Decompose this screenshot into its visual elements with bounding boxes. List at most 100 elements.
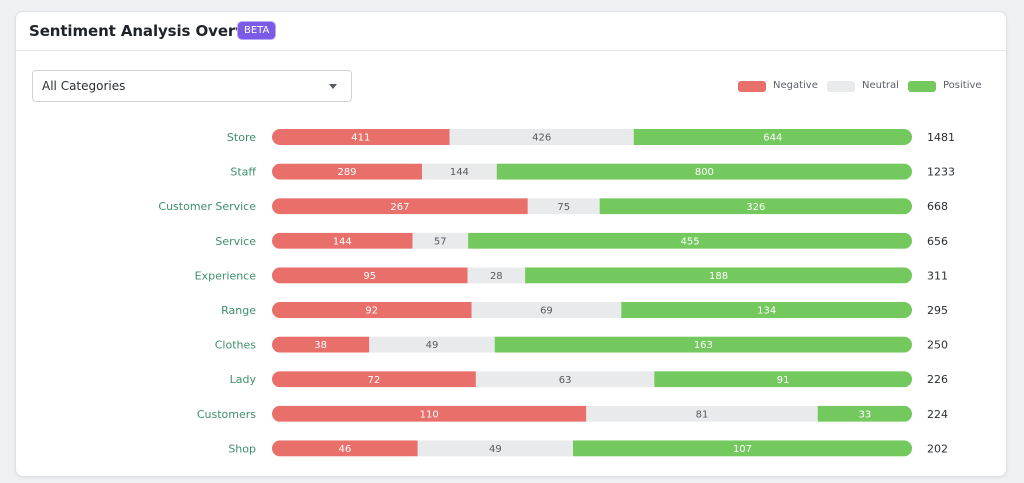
row-total-label: 1481 [927,131,955,144]
chart-row-staff: Staff 289 144 800 1233 [230,163,955,180]
legend-swatch-neutral [827,81,855,92]
data-label-positive: 326 [746,202,765,213]
caret-down-icon [329,84,337,89]
row-total-label: 295 [927,304,948,317]
category-label: Customer Service [158,200,256,213]
bar-segment-positive [525,267,912,284]
data-label-negative: 92 [365,306,378,317]
beta-badge: BETA [238,22,276,39]
chart-row-shop: Shop 46 49 107 202 [228,440,948,457]
data-label-negative: 411 [351,133,370,144]
bar-segment-negative [272,129,450,145]
category-label: Service [215,235,256,248]
data-label-positive: 107 [733,444,752,455]
legend-label-neutral: Neutral [862,80,899,91]
chart-row-customers: Customers 110 81 33 224 [197,405,948,422]
data-label-positive: 134 [757,306,776,317]
chart-row-customer-service: Customer Service 267 75 326 668 [158,198,948,215]
sentiment-stacked-bar-chart: Store 411 426 644 1481 Staff 289 144 800 1233 Cust… [158,129,955,457]
row-total-label: 656 [927,235,948,248]
data-label-neutral: 69 [540,306,553,317]
bar-segment-neutral [467,267,526,284]
bar-segment-neutral [422,163,497,180]
data-label-neutral: 81 [696,409,709,420]
data-label-neutral: 75 [557,202,570,213]
category-label: Experience [195,269,257,282]
bar-segment-neutral [471,302,622,318]
data-label-positive: 800 [695,167,714,178]
bar-segment-negative [272,232,413,249]
data-label-positive: 455 [681,236,700,247]
bar-segment-positive [599,198,912,215]
bar-segment-negative [272,440,418,457]
row-total-label: 668 [927,200,948,213]
data-label-negative: 46 [339,444,352,455]
data-label-positive: 188 [709,271,728,282]
data-label-negative: 110 [420,409,439,420]
bar-segment-negative [272,302,472,318]
bar-segment-negative [272,336,370,353]
bar-segment-negative [272,267,468,284]
category-dropdown[interactable]: All Categories [32,70,352,102]
bar-segment-positive [817,405,912,422]
category-label: Staff [230,166,256,179]
data-label-negative: 95 [363,271,376,282]
bar-segment-neutral [369,336,495,353]
data-label-neutral: 63 [559,375,572,386]
row-total-label: 250 [927,339,948,352]
chart-row-service: Service 144 57 455 656 [215,232,948,249]
chart-row-clothes: Clothes 38 49 163 250 [215,336,948,353]
data-label-positive: 33 [858,409,871,420]
row-total-label: 311 [927,269,948,282]
row-total-label: 226 [927,373,948,386]
category-label: Shop [228,442,256,455]
row-total-label: 1233 [927,166,955,179]
row-total-label: 202 [927,442,948,455]
bar-segment-positive [633,129,912,145]
chart-row-store: Store 411 426 644 1481 [227,129,955,145]
data-label-neutral: 49 [489,444,502,455]
data-label-neutral: 144 [450,167,469,178]
data-label-positive: 163 [694,340,713,351]
bar-segment-neutral [449,129,634,145]
category-label: Range [221,304,256,317]
legend-label-negative: Negative [773,80,818,91]
bar-segment-positive [572,440,912,457]
card-header: Sentiment Analysis Overview BETA [16,12,1006,51]
data-label-positive: 644 [763,133,782,144]
bar-segment-neutral [412,232,469,249]
category-label: Clothes [215,339,257,352]
data-label-neutral: 28 [490,271,503,282]
legend-swatch-negative [738,81,766,92]
data-label-neutral: 49 [426,340,439,351]
data-label-negative: 72 [368,375,381,386]
legend-label-positive: Positive [943,80,982,91]
chart-row-lady: Lady 72 63 91 226 [230,371,948,388]
bar-segment-negative [272,371,476,388]
chart-row-range: Range 92 69 134 295 [221,302,948,318]
bar-segment-neutral [527,198,600,215]
bar-segment-positive [654,371,912,388]
chart-legend: Negative Neutral Positive [738,79,998,93]
category-dropdown-value: All Categories [42,79,126,93]
data-label-neutral: 426 [532,133,551,144]
bar-segment-neutral [417,440,573,457]
sentiment-card: Sentiment Analysis Overview BETA All Cat… [15,11,1007,477]
bar-segment-positive [468,232,912,249]
bar-segment-neutral [475,371,655,388]
data-label-negative: 38 [314,340,327,351]
bar-segment-positive [621,302,912,318]
row-total-label: 224 [927,408,948,421]
card-title: Sentiment Analysis Overview [29,22,274,40]
bar-segment-positive [494,336,912,353]
bar-segment-negative [272,405,587,422]
category-label: Store [227,131,256,144]
chart-row-experience: Experience 95 28 188 311 [195,267,948,284]
legend-swatch-positive [908,81,936,92]
data-label-negative: 144 [333,236,352,247]
data-label-negative: 289 [337,167,356,178]
data-label-neutral: 57 [434,236,447,247]
bar-segment-neutral [586,405,818,422]
bar-segment-negative [272,163,423,180]
category-label: Customers [197,408,256,421]
